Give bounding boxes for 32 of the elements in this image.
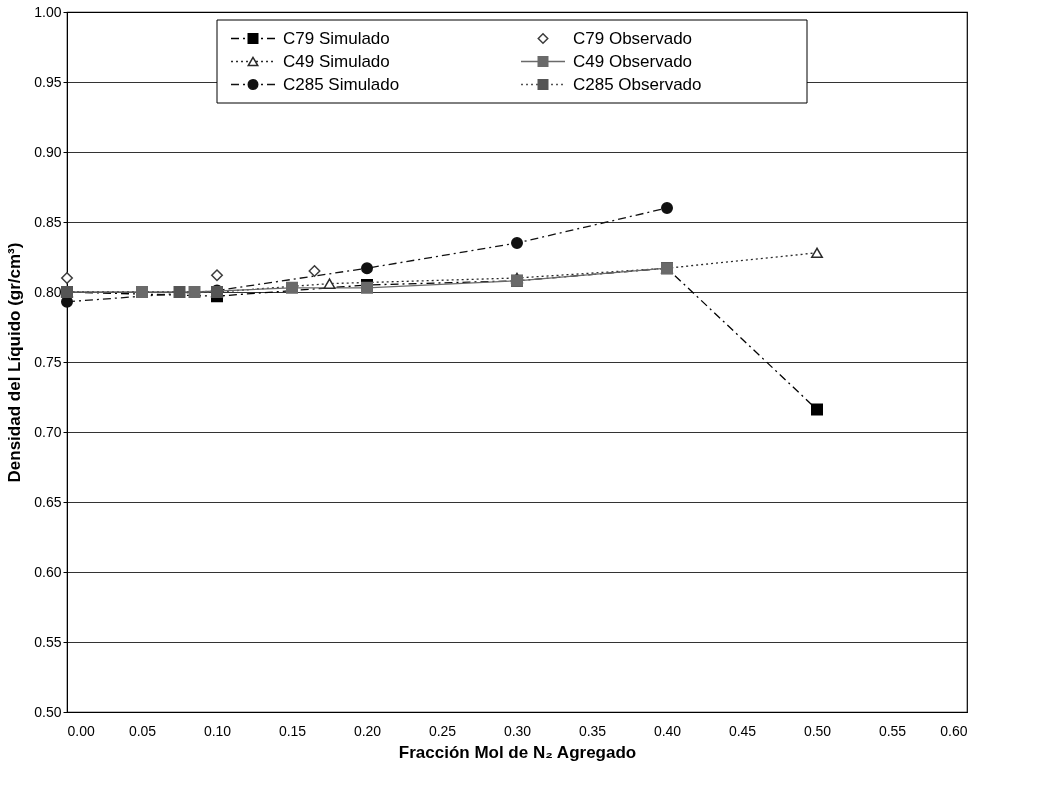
x-tick-label: 0.30 bbox=[503, 722, 532, 739]
x-tick-label: 0.25 bbox=[428, 722, 457, 739]
x-tick-label: 0.05 bbox=[128, 722, 157, 739]
x-tick-label: 0.15 bbox=[278, 722, 307, 739]
legend-label: C79 Simulado bbox=[283, 28, 390, 48]
legend-label: C49 Observado bbox=[573, 51, 693, 71]
y-tick-label: 0.80 bbox=[34, 283, 62, 300]
x-axis-title: Fracción Mol de N₂ Agregado bbox=[398, 742, 637, 762]
x-tick-label: 0.60 bbox=[940, 722, 968, 739]
y-tick-label: 0.70 bbox=[34, 423, 62, 440]
x-tick-label: 0.10 bbox=[203, 722, 232, 739]
x-tick-label: 0.20 bbox=[353, 722, 382, 739]
legend-label: C285 Simulado bbox=[283, 74, 400, 94]
legend-label: C79 Observado bbox=[573, 28, 693, 48]
x-tick-label: 0.45 bbox=[728, 722, 757, 739]
x-tick-label: 0.55 bbox=[878, 722, 907, 739]
x-tick-label: 0.00 bbox=[67, 722, 95, 739]
y-axis-title: Densidad del Líquido (gr/cm³) bbox=[5, 242, 25, 483]
y-tick-label: 0.65 bbox=[34, 493, 62, 510]
y-tick-label: 0.50 bbox=[34, 703, 62, 720]
x-tick-label: 0.40 bbox=[653, 722, 682, 739]
y-tick-label: 0.55 bbox=[34, 633, 62, 650]
y-tick-label: 0.60 bbox=[34, 563, 62, 580]
y-tick-label: 0.95 bbox=[34, 73, 62, 90]
legend-label: C285 Observado bbox=[573, 74, 702, 94]
y-tick-label: 1.00 bbox=[34, 3, 62, 20]
x-tick-label: 0.50 bbox=[803, 722, 832, 739]
x-tick-label: 0.35 bbox=[578, 722, 607, 739]
y-tick-label: 0.75 bbox=[34, 353, 62, 370]
y-tick-label: 0.90 bbox=[34, 143, 62, 160]
y-tick-label: 0.85 bbox=[34, 213, 62, 230]
legend-label: C49 Simulado bbox=[283, 51, 390, 71]
